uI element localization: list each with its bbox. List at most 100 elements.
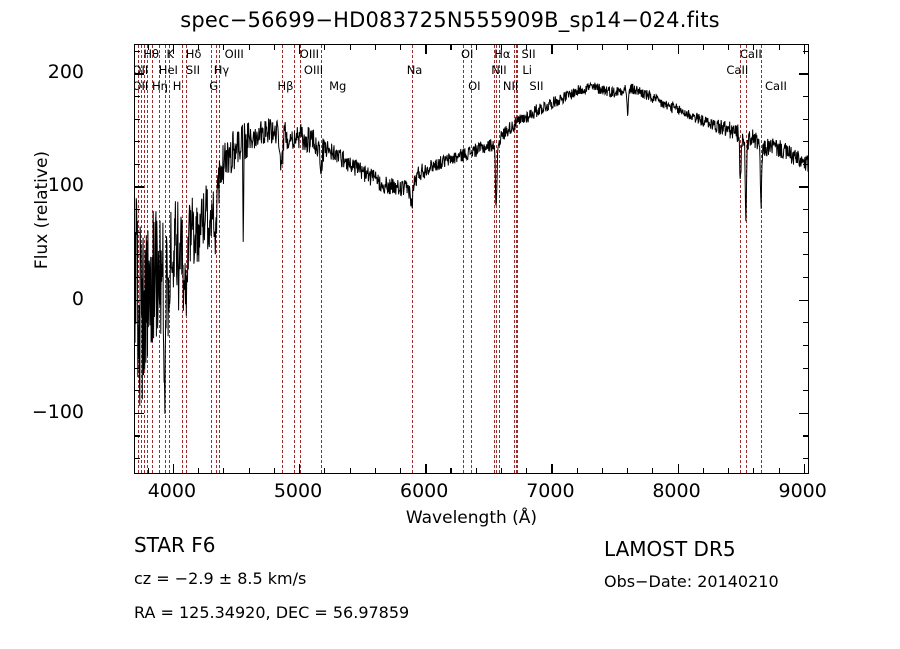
x-axis-tick [248, 468, 250, 473]
spectral-line-label: OIII [303, 63, 324, 77]
y-axis-title: Flux (relative) [32, 150, 52, 270]
x-axis-tick-top [450, 45, 452, 50]
spectral-line-marker [463, 45, 464, 473]
y-axis-tick-right [803, 458, 808, 460]
y-axis-tick-label: 100 [47, 174, 84, 197]
spectral-line-label: CaII [739, 47, 762, 61]
x-axis-tick [324, 468, 326, 473]
spectral-line-label: G [209, 79, 219, 93]
y-axis-tick-right [799, 73, 808, 75]
y-axis-tick-right [803, 367, 808, 369]
y-axis-tick [135, 186, 144, 188]
spectral-line-marker [411, 45, 413, 473]
y-axis-tick [135, 163, 140, 165]
spectral-line-marker [168, 45, 170, 473]
x-axis-tick [753, 468, 755, 473]
spectral-line-label: NII [502, 79, 519, 93]
y-axis-tick [135, 435, 140, 437]
x-axis-tick-label: 9000 [778, 480, 827, 502]
x-axis-tick [349, 468, 351, 473]
y-axis-tick-right [803, 435, 808, 437]
spectral-line-label: HeI [158, 63, 178, 77]
coordinates-label: RA = 125.34920, DEC = 56.97859 [134, 603, 410, 622]
x-axis-tick [576, 468, 578, 473]
spectral-line-label: OIII [299, 47, 320, 61]
x-axis-tick [778, 468, 780, 473]
y-axis-tick-right [803, 118, 808, 120]
spectral-line-label: Li [522, 63, 532, 77]
x-axis-tick-top [273, 45, 275, 50]
spectral-line-marker [293, 45, 295, 473]
spectral-line-label: OIII [224, 47, 244, 61]
x-axis-tick-top [627, 45, 629, 50]
y-axis-tick [135, 141, 140, 143]
x-axis-tick [652, 468, 654, 473]
x-axis-tick-top [702, 45, 704, 50]
spectral-line-marker [158, 45, 160, 473]
spectral-line-label: OI [468, 79, 481, 93]
spectral-line-marker [144, 45, 145, 473]
spectral-line-label: CaII [726, 63, 749, 77]
x-axis-tick-label: 4000 [147, 480, 197, 502]
y-axis-tick-right [803, 254, 808, 256]
x-axis-tick-top [803, 45, 806, 54]
spectral-line-marker [164, 45, 166, 473]
x-axis-tick-top [475, 45, 477, 50]
y-axis-tick-label: 0 [71, 287, 84, 310]
x-axis-tick [273, 468, 275, 473]
x-axis-tick [627, 468, 629, 473]
spectral-line-label: SII [185, 63, 200, 77]
spectral-line-marker [471, 45, 473, 473]
x-axis-tick-top [425, 45, 427, 54]
x-axis-tick [728, 468, 730, 473]
spectral-line-marker [185, 45, 187, 473]
y-axis-tick-right [803, 277, 808, 279]
y-axis-tick-right [803, 231, 808, 233]
spectrum-trace [135, 45, 809, 474]
x-axis-tick-top [349, 45, 351, 50]
spectral-line-marker [745, 45, 747, 473]
y-axis-tick [135, 367, 140, 369]
y-axis-tick-right [803, 390, 808, 392]
x-axis-tick-top [400, 45, 402, 50]
x-axis-tick [500, 468, 503, 473]
y-axis-tick [135, 95, 140, 98]
spectral-line-marker [215, 45, 217, 473]
spectral-line-label: OII [135, 63, 149, 77]
x-axis-tick [172, 464, 175, 473]
y-axis-tick [135, 458, 140, 460]
y-axis-tick [135, 50, 140, 52]
observation-date-label: Obs−Date: 20140210 [604, 572, 779, 591]
x-axis-tick-top [677, 45, 679, 54]
y-axis-tick-right [803, 344, 808, 347]
spectral-line-label: NII [491, 63, 507, 77]
x-axis-tick-label: 8000 [652, 480, 701, 502]
x-axis-tick-top [198, 45, 200, 50]
x-axis-tick-top [576, 45, 578, 50]
spectral-line-marker [761, 45, 762, 473]
spectral-line-label: OII [135, 79, 149, 93]
spectral-line-label: H [172, 79, 182, 93]
x-axis-tick [601, 468, 603, 473]
y-axis-tick-right [799, 186, 808, 188]
x-axis-tick-label: 7000 [526, 480, 575, 502]
spectral-line-label: Hγ [213, 63, 230, 77]
x-axis-tick-top [526, 45, 528, 50]
x-axis-tick-top [551, 45, 553, 54]
spectral-line-marker [138, 45, 140, 473]
spectral-line-marker [141, 45, 143, 473]
spectral-line-marker [517, 45, 519, 473]
x-axis-tick [450, 468, 452, 473]
y-axis-tick [135, 277, 140, 279]
x-axis-tick [677, 464, 679, 473]
x-axis-tick [425, 464, 427, 473]
y-axis-tick [135, 412, 144, 415]
x-axis-tick-top [248, 45, 250, 50]
survey-label: LAMOST DR5 [604, 537, 736, 561]
x-axis-tick-top [223, 45, 225, 50]
x-axis-tick-top [753, 45, 755, 50]
spectral-line-marker [740, 45, 742, 473]
spectral-line-marker [218, 45, 220, 473]
spectral-line-marker [496, 45, 498, 473]
spectral-line-label: SII [521, 47, 536, 61]
